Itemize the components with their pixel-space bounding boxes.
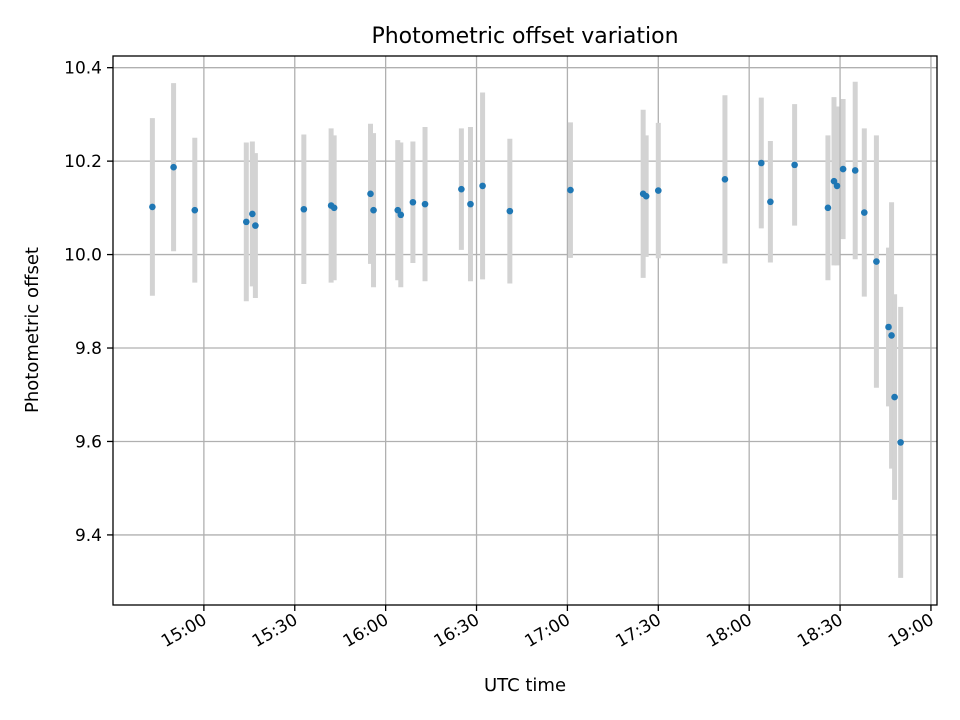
y-tick-label: 9.8 (75, 339, 102, 359)
data-point (791, 161, 798, 169)
x-axis-label: UTC time (484, 675, 566, 696)
data-point (873, 258, 880, 265)
data-point (367, 190, 374, 198)
data-point (242, 218, 250, 226)
data-point (885, 323, 892, 331)
data-point (370, 206, 377, 214)
data-point (654, 187, 662, 194)
data-point (839, 165, 847, 173)
data-point (149, 203, 156, 211)
data-points (149, 159, 904, 446)
data-point (830, 177, 838, 185)
data-point (397, 211, 405, 219)
data-point (851, 167, 859, 174)
data-point (479, 182, 486, 190)
data-point (409, 198, 417, 206)
data-point (888, 332, 895, 339)
y-tick-label: 9.6 (75, 432, 102, 452)
data-point (249, 210, 256, 218)
y-tick-label: 9.4 (75, 526, 102, 546)
data-point (757, 159, 765, 167)
y-tick-label: 10.2 (64, 152, 102, 172)
data-point (897, 439, 904, 446)
chart-title: Photometric offset variation (371, 24, 678, 49)
data-point (191, 206, 199, 214)
plot-frame (112, 55, 938, 606)
data-point (300, 205, 308, 213)
data-point (567, 186, 574, 194)
data-point (824, 204, 832, 212)
data-point (721, 176, 729, 183)
data-point (252, 222, 259, 229)
data-point (767, 198, 774, 206)
y-axis-ticks: 9.4 9.6 9.8 10.0 10.2 10.4 (64, 59, 113, 546)
y-tick-label: 10.4 (64, 59, 102, 79)
data-point (506, 207, 514, 215)
data-point (642, 192, 650, 200)
data-point (860, 209, 868, 216)
data-point (170, 163, 177, 171)
y-tick-label: 10.0 (64, 246, 102, 266)
data-point (833, 182, 841, 190)
data-point (467, 200, 474, 208)
data-point (394, 206, 402, 214)
data-point (421, 200, 429, 208)
data-point (330, 204, 338, 212)
y-axis-label: Photometric offset (22, 247, 43, 413)
data-point (458, 185, 465, 193)
data-point (891, 393, 898, 401)
